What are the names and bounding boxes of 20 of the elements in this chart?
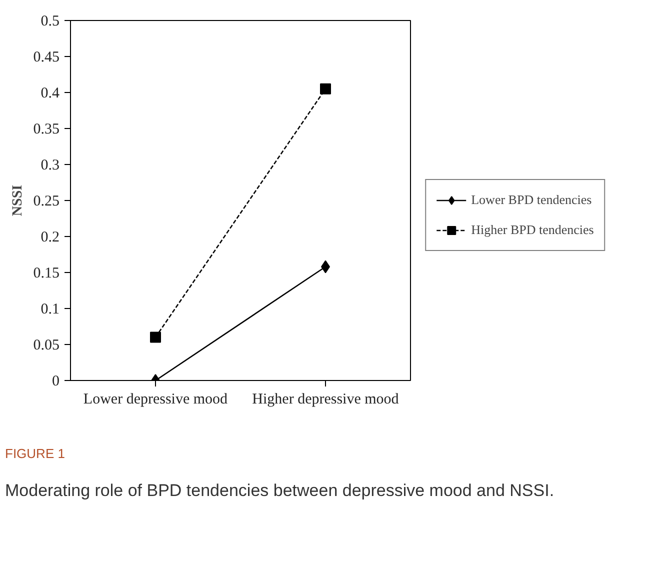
y-tick-label: 0.45 (33, 50, 60, 66)
caption: FIGURE 1 (5, 445, 65, 463)
y-tick-label: 0.3 (40, 158, 60, 174)
point (150, 332, 161, 343)
legend-label: Lower BPD tendencies (471, 192, 592, 208)
y-tick-label: 0.35 (33, 122, 60, 138)
y-tick-label: 0.4 (40, 86, 60, 102)
y-axis-title: NSSI (10, 184, 26, 216)
y-tick-label: 0.5 (40, 14, 60, 30)
point (320, 83, 331, 94)
y-tick-label: 0.15 (33, 266, 60, 282)
y-tick-label: 0.1 (40, 302, 60, 318)
text: Moderating role of BPD tendencies between depressive mood and NSSI. (5, 480, 554, 502)
x-tick-label: Lower depressive mood (83, 392, 228, 408)
y-tick-label: 0.05 (33, 338, 60, 354)
x-tick-label: Higher depressive mood (252, 392, 400, 408)
legend-label: Higher BPD tendencies (471, 222, 594, 238)
y-tick-label: 0.25 (33, 194, 60, 210)
y-tick-label: 0 (52, 374, 60, 390)
y-tick-label: 0.2 (40, 230, 60, 246)
